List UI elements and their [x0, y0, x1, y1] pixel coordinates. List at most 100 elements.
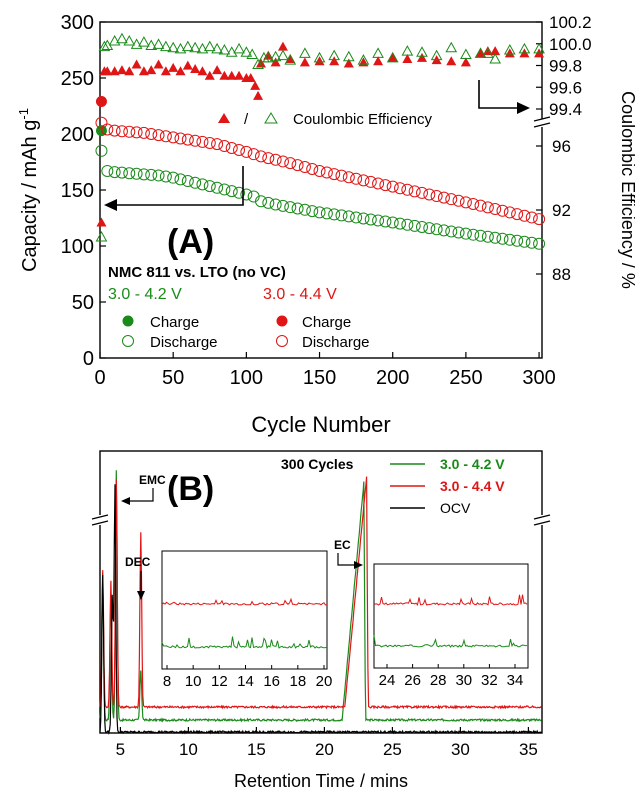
y-tick-label: 250 [61, 68, 94, 90]
discharge-point [240, 145, 253, 158]
x-tick-label: 35 [519, 740, 538, 759]
discharge-point [467, 198, 480, 210]
y-tick-label: 300 [61, 12, 94, 34]
panel-a-ticks: 0 50 100 150 200 250 300 0 50 100 150 200 250 300 99.4… [61, 12, 592, 389]
discharge-point [335, 169, 348, 182]
ce-point [489, 52, 502, 64]
discharge-point [101, 164, 114, 177]
discharge-point [306, 163, 319, 175]
discharge-point [159, 130, 172, 143]
ce-point [284, 54, 297, 65]
discharge-point [145, 128, 158, 140]
ce-point [116, 32, 128, 44]
discharge-point [474, 199, 487, 212]
ce-point [402, 53, 413, 63]
y2-tick-label: 100.2 [549, 13, 592, 32]
panel-a-marks [95, 32, 546, 250]
ce-point [299, 57, 310, 67]
discharge-point [306, 205, 319, 218]
cell-description: NMC 811 vs. LTO (no VC) [108, 264, 286, 281]
ce-point [503, 43, 516, 55]
ce-point [175, 66, 186, 76]
discharge-point [225, 142, 238, 154]
discharge-point [394, 217, 407, 230]
ce-point [299, 47, 311, 58]
legend-charge-green-label: Charge [150, 314, 199, 331]
discharge-point [415, 186, 428, 199]
ce-point [430, 49, 443, 61]
ce-point [123, 35, 136, 46]
discharge-point [181, 133, 194, 146]
axis-break-mark [91, 520, 109, 526]
inset-tick-label: 32 [481, 672, 498, 689]
ce-point [234, 70, 245, 80]
ce-point [131, 59, 142, 69]
ce-point [109, 66, 120, 76]
discharge-point [445, 193, 458, 206]
axis-break-mark [91, 514, 109, 520]
legend-black-label: OCV [440, 500, 471, 516]
panel-b: 5 10 15 20 25 30 35 8 10 12 14 16 18 20 24 26 28 30 32 34… [91, 450, 551, 791]
discharge-point [130, 126, 143, 139]
x-tick-label: 20 [315, 740, 334, 759]
ce-point [343, 58, 354, 68]
discharge-point [95, 144, 108, 157]
discharge-point [452, 226, 465, 239]
y2-tick-label: 92 [552, 201, 571, 220]
axis-break-mark [533, 520, 551, 526]
discharge-point [481, 201, 494, 214]
discharge-point [474, 229, 487, 242]
discharge-point [445, 225, 458, 238]
discharge-point [203, 136, 216, 149]
inset-tick-label: 28 [430, 672, 447, 689]
discharge-point [247, 148, 260, 161]
ce-point [342, 50, 355, 62]
ce-point [96, 217, 107, 227]
y-tick-label: 150 [61, 180, 94, 202]
y2-tick-label: 99.8 [549, 57, 582, 76]
x-tick-label: 0 [94, 367, 105, 389]
discharge-point [503, 233, 516, 246]
discharge-point [108, 166, 121, 179]
discharge-point [211, 181, 224, 194]
ce-point [138, 66, 149, 76]
discharge-point [489, 231, 502, 244]
discharge-point [262, 196, 275, 209]
ce-point [460, 57, 471, 67]
charge-point [95, 96, 107, 108]
discharge-point [481, 230, 494, 243]
inset-tick-label: 20 [316, 673, 333, 690]
ce-point [401, 45, 414, 56]
discharge-point [276, 199, 289, 212]
ce-point [416, 52, 427, 62]
discharge-point [364, 213, 377, 226]
x-tick-label: 100 [230, 367, 263, 389]
chromatogram-trace [99, 484, 542, 736]
ce-point [269, 50, 282, 62]
chromatogram-trace [99, 470, 542, 723]
inset-left-frame [161, 550, 328, 670]
discharge-point [489, 203, 502, 216]
inset-right-frame [373, 563, 529, 669]
discharge-point [101, 123, 114, 136]
range-green-label: 3.0 - 4.2 V [108, 286, 182, 303]
ce-point [167, 41, 180, 53]
discharge-point [196, 135, 209, 148]
ce-point [446, 56, 457, 66]
ce-point [130, 38, 143, 49]
y-tick-label: 100 [61, 236, 94, 258]
annotation-emc-arrow [128, 488, 154, 502]
ce-point [373, 56, 384, 66]
ce-point [218, 43, 231, 55]
ce-point [145, 39, 158, 51]
ce-point [204, 70, 215, 80]
panel-b-frame [99, 450, 543, 734]
ce-legend-label: Coulombic Efficiency [293, 111, 432, 128]
discharge-point [145, 168, 158, 181]
inset-right: 24 26 28 30 32 34 [373, 563, 529, 689]
inset-left: 8 10 12 14 16 18 20 [161, 550, 333, 690]
discharge-point [233, 143, 246, 156]
ce-point [252, 58, 264, 70]
annotation-emc: EMC [139, 473, 166, 487]
y-tick-label: 50 [72, 292, 94, 314]
